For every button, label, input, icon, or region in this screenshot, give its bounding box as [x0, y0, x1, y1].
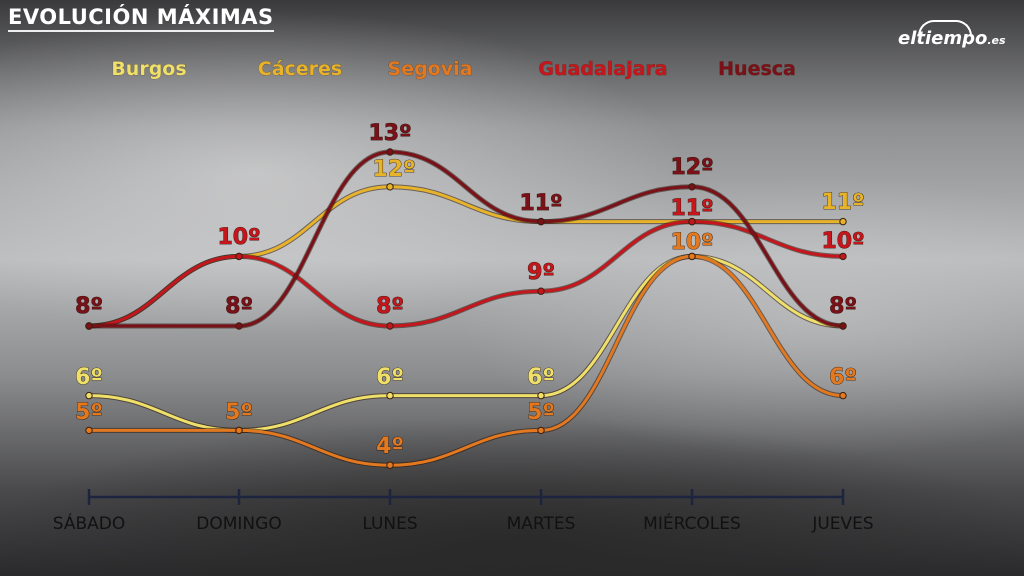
data-label: 4º: [376, 434, 404, 459]
data-label: 10º: [217, 225, 260, 250]
data-point-segovia: [386, 461, 394, 469]
data-label: 5º: [527, 400, 555, 425]
data-label: 11º: [821, 190, 864, 215]
data-point-huesca: [85, 322, 93, 330]
data-point-segovia: [235, 426, 243, 435]
legend-entry: Burgos: [111, 58, 186, 80]
data-label: 8º: [225, 294, 253, 319]
chart-title: EVOLUCIÓN MÁXIMAS: [8, 5, 274, 32]
series-line-shadow-segovia: [89, 253, 844, 468]
data-point-burgos: [537, 391, 545, 400]
data-label: 13º: [368, 121, 411, 146]
data-point-caceres: [839, 217, 847, 226]
data-point-segovia: [839, 391, 847, 400]
series-line-shadow-burgos: [88, 253, 844, 433]
logo-main-text: eltiempo: [898, 28, 988, 49]
data-label: 6º: [376, 365, 404, 390]
series-line-shadow-huesca: [89, 149, 844, 329]
data-point-burgos: [85, 391, 93, 400]
series-lines: [88, 149, 844, 468]
data-point-huesca: [839, 322, 847, 330]
data-point-huesca: [386, 148, 394, 156]
x-axis: SÁBADO DOMINGO LUNES MARTES MIÉRCOLES JUEVES: [53, 489, 874, 534]
data-label: 8º: [376, 294, 404, 319]
series-line-burgos: [88, 254, 844, 432]
data-labels: 8º 10º 8º 13º 12º 8º 11º 9º 12º 11º 10º 11º 10º 8º 6º 5…: [75, 121, 865, 460]
x-tick-label: LUNES: [362, 514, 417, 534]
data-label: 5º: [225, 400, 253, 425]
data-label: 11º: [670, 196, 713, 221]
data-point-guadalajara: [386, 322, 394, 330]
data-point-huesca: [235, 322, 243, 330]
legend: Burgos Cáceres Segovia Guadalajara Huesca: [111, 58, 796, 81]
x-tick-label: JUEVES: [811, 514, 873, 534]
data-point-huesca: [688, 183, 696, 191]
series-line-shadow-caceres: [88, 184, 843, 329]
series-line-guadalajara: [88, 220, 844, 328]
data-label: 6º: [75, 365, 103, 390]
data-label: 10º: [670, 230, 713, 255]
data-point-caceres: [386, 183, 394, 191]
data-label: 12º: [372, 157, 415, 182]
legend-entry: Guadalajara: [538, 58, 667, 80]
legend-entry: Segovia: [388, 58, 473, 80]
data-point-burgos: [386, 391, 394, 400]
data-point-guadalajara: [839, 252, 847, 261]
data-label: 11º: [519, 191, 562, 216]
data-point-segovia: [537, 426, 545, 435]
data-label: 5º: [75, 400, 103, 425]
data-point-segovia: [85, 426, 93, 435]
x-tick-label: MARTES: [507, 514, 576, 534]
x-tick-label: MIÉRCOLES: [643, 512, 741, 534]
data-label: 8º: [75, 294, 103, 319]
legend-entry: Cáceres: [258, 58, 342, 80]
data-label: 8º: [829, 294, 857, 319]
data-point-guadalajara: [537, 287, 545, 295]
data-label: 6º: [527, 365, 555, 390]
data-label: 10º: [821, 229, 864, 254]
data-label: 6º: [829, 365, 857, 390]
brand-logo: eltiempo.es: [898, 28, 1006, 49]
data-point-guadalajara: [235, 252, 243, 261]
data-label: 9º: [527, 260, 555, 285]
logo-suffix-text: .es: [987, 34, 1006, 47]
data-label: 12º: [670, 155, 713, 180]
data-point-huesca: [537, 217, 545, 226]
legend-entry: Huesca: [718, 58, 796, 80]
data-point-segovia: [688, 252, 696, 261]
data-point-guadalajara: [688, 217, 696, 226]
series-points: [85, 148, 847, 469]
x-tick-label: DOMINGO: [196, 514, 281, 534]
series-line-caceres: [88, 185, 843, 328]
x-tick-label: SÁBADO: [53, 512, 126, 534]
series-line-segovia: [89, 254, 844, 467]
series-line-huesca: [89, 150, 844, 328]
